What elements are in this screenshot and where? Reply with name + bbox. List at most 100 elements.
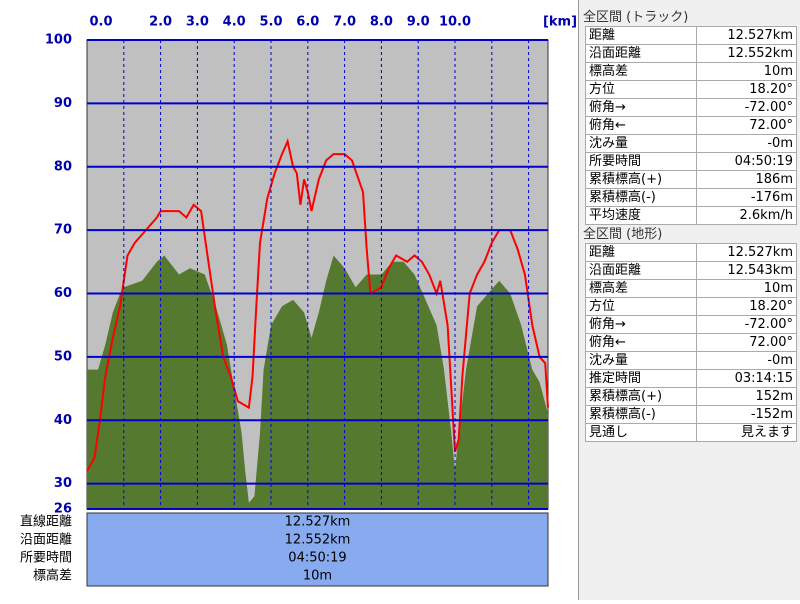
stat-row: 累積標高(+) 152m <box>585 387 798 406</box>
y-tick-label: 60 <box>54 286 72 301</box>
stat-label: 距離 <box>585 243 697 262</box>
stat-row: 距離 12.527km <box>585 26 798 45</box>
x-tick-label: 3.0 <box>186 15 209 30</box>
summary-label: 直線距離 <box>20 514 72 530</box>
stat-value: 2.6km/h <box>695 206 798 225</box>
summary-label: 沿面距離 <box>20 533 72 548</box>
stat-row: 沿面距離 12.543km <box>585 261 798 280</box>
stat-value: -0m <box>695 134 798 153</box>
x-tick-label: 6.0 <box>296 15 319 30</box>
stat-row: 方位 18.20° <box>585 80 798 99</box>
stat-value: 12.543km <box>695 261 798 280</box>
stat-label: 見通し <box>585 423 697 442</box>
summary-value: 12.552km <box>285 533 351 548</box>
stat-row: 推定時間 03:14:15 <box>585 369 798 388</box>
y-tick-label: 26 <box>54 502 72 517</box>
y-tick-label: 70 <box>54 223 72 238</box>
stat-label: 累積標高(-) <box>585 188 697 207</box>
stat-row: 俯角→ -72.00° <box>585 98 798 117</box>
y-tick-label: 50 <box>54 349 72 364</box>
stat-row: 俯角→ -72.00° <box>585 315 798 334</box>
stat-label: 累積標高(+) <box>585 387 697 406</box>
y-tick-label: 80 <box>54 159 72 174</box>
stat-label: 距離 <box>585 26 697 45</box>
stat-value: 18.20° <box>695 297 798 316</box>
stat-label: 俯角→ <box>585 315 697 334</box>
y-tick-label: 100 <box>45 33 72 48</box>
chart: 26 30 40 50 60 70 80 90 100 0.0 2.0 3.0 4.0 5.0 6.0 7.0… <box>20 15 577 587</box>
stat-label: 推定時間 <box>585 369 697 388</box>
stat-value: 10m <box>695 62 798 81</box>
summary-value: 12.527km <box>285 515 351 530</box>
stat-value: 10m <box>695 279 798 298</box>
stat-row: 俯角← 72.00° <box>585 333 798 352</box>
stat-row: 標高差 10m <box>585 62 798 81</box>
stat-label: 累積標高(+) <box>585 170 697 189</box>
track-line <box>86 138 549 472</box>
stat-label: 沿面距離 <box>585 261 697 280</box>
x-tick-label: 0.0 <box>89 15 112 30</box>
stat-row: 距離 12.527km <box>585 243 798 262</box>
track-table: 距離 12.527km 沿面距離 12.552km 標高差 10m 方位 18.20° 俯角→ -… <box>585 26 798 225</box>
x-tick-label: 7.0 <box>333 15 356 30</box>
stat-value: 72.00° <box>695 116 798 135</box>
stat-row: 所要時間 04:50:19 <box>585 152 798 171</box>
x-tick-label: 9.0 <box>407 15 430 30</box>
stat-value: -0m <box>695 351 798 370</box>
stat-row: 見通し 見えます <box>585 423 798 442</box>
stat-value: 03:14:15 <box>695 369 798 388</box>
x-tick-label: 8.0 <box>370 15 393 30</box>
stat-row: 累積標高(-) -176m <box>585 188 798 207</box>
stat-row: 方位 18.20° <box>585 297 798 316</box>
stat-value: 12.527km <box>695 243 798 262</box>
stat-label: 累積標高(-) <box>585 405 697 424</box>
summary-label: 標高差 <box>33 568 72 584</box>
stat-label: 俯角→ <box>585 98 697 117</box>
summary-box <box>86 512 549 587</box>
stat-row: 標高差 10m <box>585 279 798 298</box>
stat-value: -72.00° <box>695 98 798 117</box>
stat-value: 186m <box>695 170 798 189</box>
x-tick-label: 4.0 <box>223 15 246 30</box>
stat-value: 12.527km <box>695 26 798 45</box>
stat-value: 72.00° <box>695 333 798 352</box>
stat-row: 沈み量 -0m <box>585 351 798 370</box>
stat-row: 俯角← 72.00° <box>585 116 798 135</box>
stat-row: 平均速度 2.6km/h <box>585 206 798 225</box>
y-tick-label: 30 <box>54 476 72 491</box>
summary-value: 10m <box>303 569 332 584</box>
x-tick-label: 5.0 <box>259 15 282 30</box>
panel-title: 全区間 (トラック) <box>583 10 689 25</box>
stat-label: 俯角← <box>585 333 697 352</box>
x-unit: [km] <box>543 15 577 30</box>
terrain-table: 距離 12.527km 沿面距離 12.543km 標高差 10m 方位 18.20° 俯角→ -… <box>585 243 798 442</box>
stat-value: 見えます <box>695 423 798 442</box>
terrain-area <box>87 255 548 509</box>
stat-label: 俯角← <box>585 116 697 135</box>
stat-row: 沈み量 -0m <box>585 134 798 153</box>
profile-pane: 26 30 40 50 60 70 80 90 100 0.0 2.0 3.0 4.0 5.0 6.0 7.0… <box>20 15 577 587</box>
x-tick-label: 2.0 <box>149 15 172 30</box>
stat-value: 04:50:19 <box>695 152 798 171</box>
stat-label: 標高差 <box>585 279 697 298</box>
stat-label: 所要時間 <box>585 152 697 171</box>
stat-label: 標高差 <box>585 62 697 81</box>
stats-pane: 全区間 (トラック) 距離 12.527km 沿面距離 12.552km 標高差 10m 方… <box>578 0 800 600</box>
stat-value: -72.00° <box>695 315 798 334</box>
stat-value: 152m <box>695 387 798 406</box>
stat-value: 12.552km <box>695 44 798 63</box>
stat-label: 方位 <box>585 80 697 99</box>
y-tick-label: 40 <box>54 413 72 428</box>
stat-label: 沈み量 <box>585 351 697 370</box>
y-tick-label: 90 <box>54 96 72 111</box>
stat-value: -176m <box>695 188 798 207</box>
summary-value: 04:50:19 <box>288 551 346 566</box>
x-tick-label: 10.0 <box>439 15 471 30</box>
stat-row: 累積標高(-) -152m <box>585 405 798 424</box>
panel-title: 全区間 (地形) <box>583 227 663 242</box>
stat-label: 沿面距離 <box>585 44 697 63</box>
stat-label: 平均速度 <box>585 206 697 225</box>
stat-label: 方位 <box>585 297 697 316</box>
stat-value: -152m <box>695 405 798 424</box>
